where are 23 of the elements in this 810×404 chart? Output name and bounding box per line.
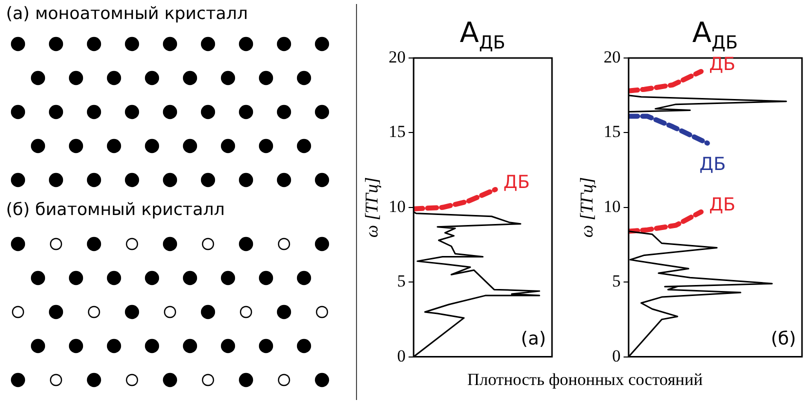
y-tick-label: 20 [604, 47, 621, 66]
series-label: ДБ [503, 172, 530, 194]
chart-title: A$_{ДБ}$ [460, 16, 506, 54]
y-tick-label: 5 [397, 272, 406, 291]
text: (а) моноатомный кристалл [6, 4, 248, 24]
series-label: ДБ [699, 154, 726, 175]
x-axis-title: Плотность фононных состояний [466, 370, 704, 390]
series-label: ДБ [709, 194, 736, 216]
annotation: (а) [520, 328, 546, 350]
chart-title: A$_{ДБ}$ [692, 16, 738, 54]
y-axis-title: ω [ТГц] [362, 177, 382, 238]
y-tick-label: 15 [388, 122, 406, 142]
y-tick-label: 5 [612, 272, 621, 291]
y-tick-label: 10 [604, 196, 621, 216]
y-tick-label: 20 [388, 47, 406, 66]
y-tick-label: 0 [612, 346, 621, 366]
annotation: (б) [770, 328, 796, 350]
y-tick-label: 10 [388, 196, 406, 216]
y-tick-label: 15 [604, 122, 621, 142]
y-axis-title: ω [ТГц] [576, 177, 597, 238]
y-tick-label: 0 [397, 346, 406, 366]
text: (б) биатомный кристалл [6, 200, 225, 220]
series-label: ДБ [709, 54, 736, 76]
